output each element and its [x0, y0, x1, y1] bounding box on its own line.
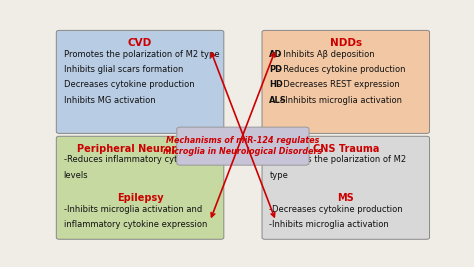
Text: -Reduces inflammatory cytokine: -Reduces inflammatory cytokine	[64, 155, 200, 164]
Text: -Inhibits microglia activation: -Inhibits microglia activation	[269, 220, 389, 229]
Text: Decreases cytokine production: Decreases cytokine production	[64, 80, 194, 89]
Text: PD: PD	[269, 65, 283, 74]
Text: -Inhibits microglia activation and: -Inhibits microglia activation and	[64, 205, 202, 214]
Text: - Decreases REST expression: - Decreases REST expression	[274, 80, 400, 89]
Text: CNS Trauma: CNS Trauma	[312, 144, 379, 154]
Text: - Inhibits microglia activation: - Inhibits microglia activation	[277, 96, 402, 105]
Text: levels: levels	[64, 171, 88, 180]
FancyBboxPatch shape	[56, 136, 224, 239]
Text: inflammatory cytokine expression: inflammatory cytokine expression	[64, 220, 207, 229]
Text: ALS: ALS	[269, 96, 287, 105]
Text: Promotes the polarization of M2 type: Promotes the polarization of M2 type	[64, 49, 219, 58]
Text: HD: HD	[269, 80, 283, 89]
Text: -Decreases cytokine production: -Decreases cytokine production	[269, 205, 403, 214]
Text: AD: AD	[269, 49, 283, 58]
FancyBboxPatch shape	[177, 127, 309, 165]
Text: Mechanisms of miR-124 regulates
microglia in Neurological Disorders: Mechanisms of miR-124 regulates microgli…	[164, 136, 322, 156]
Text: NDDs: NDDs	[330, 38, 362, 48]
Text: - Reduces cytokine production: - Reduces cytokine production	[274, 65, 405, 74]
Text: - Inhibits Aβ deposition: - Inhibits Aβ deposition	[274, 49, 374, 58]
Text: Peripheral Neuropathy: Peripheral Neuropathy	[77, 144, 203, 154]
FancyBboxPatch shape	[262, 136, 429, 239]
Text: Inhibits glial scars formation: Inhibits glial scars formation	[64, 65, 183, 74]
FancyBboxPatch shape	[56, 30, 224, 134]
FancyBboxPatch shape	[262, 30, 429, 134]
Text: MS: MS	[337, 193, 354, 203]
Text: -Promotes the polarization of M2: -Promotes the polarization of M2	[269, 155, 407, 164]
Text: type: type	[269, 171, 288, 180]
Text: Inhibits MG activation: Inhibits MG activation	[64, 96, 155, 105]
Text: Epilepsy: Epilepsy	[117, 193, 164, 203]
Text: CVD: CVD	[128, 38, 152, 48]
